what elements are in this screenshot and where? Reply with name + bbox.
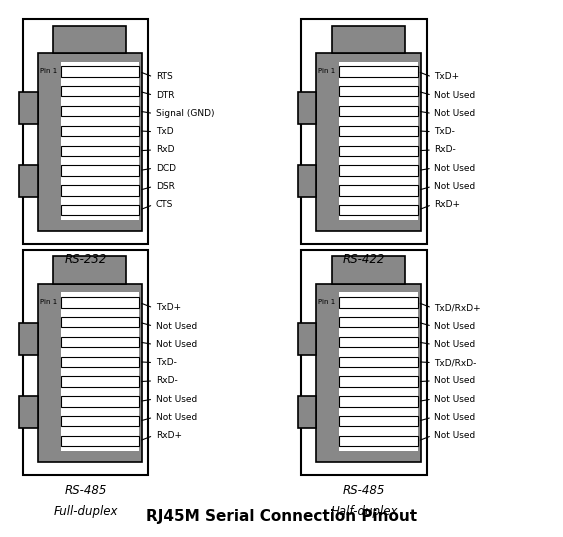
Text: RxD: RxD [155, 146, 174, 155]
Text: TxD-: TxD- [155, 358, 177, 367]
Text: Not Used: Not Used [435, 322, 476, 331]
Text: RS-232: RS-232 [64, 253, 106, 266]
Text: TxD/RxD-: TxD/RxD- [435, 358, 477, 367]
Text: RS-485: RS-485 [343, 484, 385, 497]
Bar [301, 250, 427, 475]
Bar [61, 146, 139, 156]
Bar [339, 66, 418, 77]
Polygon shape [19, 396, 38, 428]
Text: Not Used: Not Used [155, 395, 197, 404]
Polygon shape [297, 92, 316, 124]
Text: TxD/RxD+: TxD/RxD+ [435, 303, 481, 313]
Text: Pin 1: Pin 1 [319, 299, 336, 306]
Bar [61, 293, 139, 451]
Text: Not Used: Not Used [435, 413, 476, 422]
Text: Pin 1: Pin 1 [40, 299, 57, 306]
Text: Not Used: Not Used [155, 413, 197, 422]
Bar [38, 53, 142, 231]
Bar [339, 185, 418, 195]
Bar [339, 293, 418, 451]
Text: RJ45M Serial Connection Pinout: RJ45M Serial Connection Pinout [146, 509, 417, 524]
Text: DSR: DSR [155, 182, 175, 191]
Text: Half-duplex: Half-duplex [330, 505, 398, 518]
Bar [316, 284, 421, 462]
Text: Not Used: Not Used [435, 395, 476, 404]
Bar [339, 297, 418, 308]
Bar [316, 53, 421, 231]
Text: DTR: DTR [155, 91, 174, 100]
Polygon shape [19, 92, 38, 124]
Bar [301, 19, 427, 244]
Bar [332, 257, 405, 284]
Text: RxD-: RxD- [435, 146, 456, 155]
Text: RxD-: RxD- [155, 376, 177, 386]
Text: Not Used: Not Used [435, 91, 476, 100]
Bar [61, 357, 139, 367]
Bar [61, 185, 139, 195]
Bar [339, 62, 418, 220]
Bar [339, 396, 418, 407]
Text: Pin 1: Pin 1 [40, 68, 57, 75]
Text: Not Used: Not Used [435, 109, 476, 118]
Text: Not Used: Not Used [435, 376, 476, 386]
Bar [339, 436, 418, 446]
Bar [61, 62, 139, 220]
Text: TxD+: TxD+ [435, 72, 459, 82]
Bar [38, 284, 142, 462]
Polygon shape [297, 165, 316, 197]
Text: Not Used: Not Used [435, 182, 476, 191]
Bar [61, 297, 139, 308]
Bar [61, 416, 139, 426]
Bar [339, 337, 418, 347]
Bar [339, 317, 418, 328]
Bar [53, 26, 127, 53]
Bar [339, 146, 418, 156]
Bar [61, 126, 139, 136]
Text: RxD+: RxD+ [155, 431, 182, 440]
Bar [339, 357, 418, 367]
Text: RS-422: RS-422 [343, 253, 385, 266]
Bar [339, 376, 418, 387]
Text: TxD-: TxD- [435, 127, 455, 136]
Bar [61, 317, 139, 328]
Bar [332, 26, 405, 53]
Bar [339, 126, 418, 136]
Text: DCD: DCD [155, 164, 176, 173]
Bar [23, 250, 149, 475]
Bar [61, 205, 139, 215]
Polygon shape [297, 396, 316, 428]
Polygon shape [19, 323, 38, 355]
Bar [61, 436, 139, 446]
Bar [61, 396, 139, 407]
Bar [339, 416, 418, 426]
Text: Not Used: Not Used [155, 340, 197, 349]
Bar [339, 86, 418, 97]
Bar [61, 376, 139, 387]
Text: Not Used: Not Used [435, 340, 476, 349]
Text: Not Used: Not Used [435, 431, 476, 440]
Bar [61, 106, 139, 116]
Text: Pin 1: Pin 1 [319, 68, 336, 75]
Text: Full-duplex: Full-duplex [53, 505, 118, 518]
Text: Not Used: Not Used [155, 322, 197, 331]
Bar [61, 86, 139, 97]
Bar [23, 19, 149, 244]
Bar [339, 205, 418, 215]
Bar [61, 165, 139, 176]
Text: RTS: RTS [155, 72, 172, 82]
Polygon shape [297, 323, 316, 355]
Bar [61, 337, 139, 347]
Polygon shape [19, 165, 38, 197]
Bar [339, 165, 418, 176]
Text: RS-485: RS-485 [64, 484, 106, 497]
Bar [53, 257, 127, 284]
Text: CTS: CTS [155, 200, 173, 209]
Text: TxD+: TxD+ [155, 303, 181, 313]
Text: TxD: TxD [155, 127, 173, 136]
Bar [339, 106, 418, 116]
Text: Signal (GND): Signal (GND) [155, 109, 214, 118]
Text: RxD+: RxD+ [435, 200, 461, 209]
Text: Not Used: Not Used [435, 164, 476, 173]
Bar [61, 66, 139, 77]
